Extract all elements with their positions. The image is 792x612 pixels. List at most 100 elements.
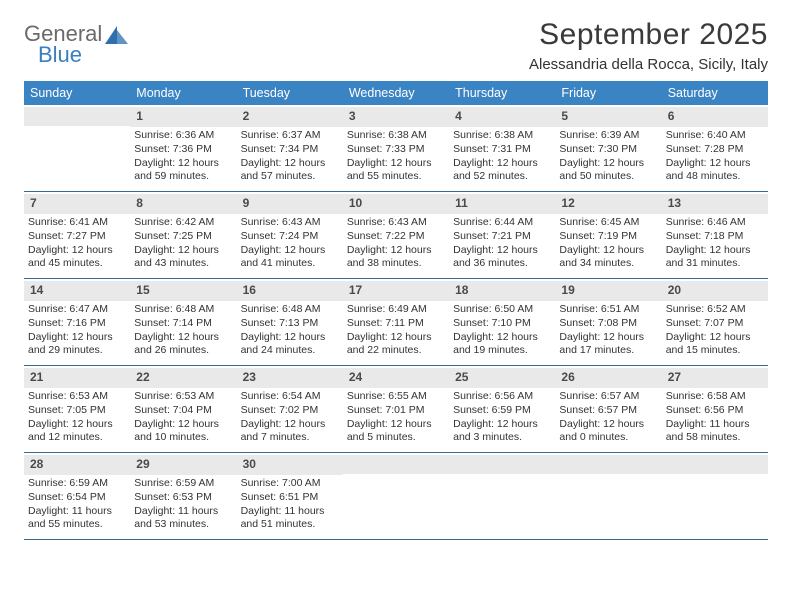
day-number (24, 107, 130, 126)
day-number: 6 (662, 107, 768, 127)
day-cell: 2Sunrise: 6:37 AMSunset: 7:34 PMDaylight… (237, 105, 343, 191)
day-number: 11 (449, 194, 555, 214)
day-info: Sunrise: 6:52 AMSunset: 7:07 PMDaylight:… (666, 303, 764, 358)
day-info-line: Sunrise: 6:52 AM (666, 303, 764, 317)
day-info-line: Daylight: 11 hours and 53 minutes. (134, 505, 232, 533)
day-info: Sunrise: 6:50 AMSunset: 7:10 PMDaylight:… (453, 303, 551, 358)
day-info-line: Sunset: 7:34 PM (241, 143, 339, 157)
day-cell: 17Sunrise: 6:49 AMSunset: 7:11 PMDayligh… (343, 279, 449, 365)
day-info-line: Sunset: 7:07 PM (666, 317, 764, 331)
day-info-line: Sunrise: 6:50 AM (453, 303, 551, 317)
day-cell (662, 453, 768, 539)
day-info: Sunrise: 6:56 AMSunset: 6:59 PMDaylight:… (453, 390, 551, 445)
day-info-line: Daylight: 12 hours and 41 minutes. (241, 244, 339, 272)
day-info: Sunrise: 6:36 AMSunset: 7:36 PMDaylight:… (134, 129, 232, 184)
week-row: 14Sunrise: 6:47 AMSunset: 7:16 PMDayligh… (24, 279, 768, 366)
week-row: 7Sunrise: 6:41 AMSunset: 7:27 PMDaylight… (24, 192, 768, 279)
day-cell: 24Sunrise: 6:55 AMSunset: 7:01 PMDayligh… (343, 366, 449, 452)
day-cell: 14Sunrise: 6:47 AMSunset: 7:16 PMDayligh… (24, 279, 130, 365)
day-info-line: Sunset: 7:30 PM (559, 143, 657, 157)
day-info-line: Sunrise: 6:40 AM (666, 129, 764, 143)
day-cell: 13Sunrise: 6:46 AMSunset: 7:18 PMDayligh… (662, 192, 768, 278)
day-info: Sunrise: 7:00 AMSunset: 6:51 PMDaylight:… (241, 477, 339, 532)
day-cell: 9Sunrise: 6:43 AMSunset: 7:24 PMDaylight… (237, 192, 343, 278)
day-info: Sunrise: 6:41 AMSunset: 7:27 PMDaylight:… (28, 216, 126, 271)
day-info: Sunrise: 6:37 AMSunset: 7:34 PMDaylight:… (241, 129, 339, 184)
day-info-line: Sunrise: 6:59 AM (134, 477, 232, 491)
day-info-line: Sunrise: 6:56 AM (453, 390, 551, 404)
week-row: 28Sunrise: 6:59 AMSunset: 6:54 PMDayligh… (24, 453, 768, 540)
day-cell (343, 453, 449, 539)
day-cell: 16Sunrise: 6:48 AMSunset: 7:13 PMDayligh… (237, 279, 343, 365)
day-cell: 22Sunrise: 6:53 AMSunset: 7:04 PMDayligh… (130, 366, 236, 452)
day-info-line: Sunrise: 6:57 AM (559, 390, 657, 404)
day-info: Sunrise: 6:42 AMSunset: 7:25 PMDaylight:… (134, 216, 232, 271)
dow-thursday: Thursday (449, 81, 555, 105)
day-info-line: Daylight: 12 hours and 38 minutes. (347, 244, 445, 272)
day-cell: 30Sunrise: 7:00 AMSunset: 6:51 PMDayligh… (237, 453, 343, 539)
day-cell (449, 453, 555, 539)
day-info: Sunrise: 6:45 AMSunset: 7:19 PMDaylight:… (559, 216, 657, 271)
day-number: 24 (343, 368, 449, 388)
day-cell: 4Sunrise: 6:38 AMSunset: 7:31 PMDaylight… (449, 105, 555, 191)
day-info-line: Daylight: 12 hours and 43 minutes. (134, 244, 232, 272)
day-info-line: Sunset: 7:36 PM (134, 143, 232, 157)
day-info-line: Sunrise: 6:46 AM (666, 216, 764, 230)
day-number: 3 (343, 107, 449, 127)
brand-mark-icon (104, 24, 130, 51)
dow-friday: Friday (555, 81, 661, 105)
day-number: 10 (343, 194, 449, 214)
day-number: 13 (662, 194, 768, 214)
header: General Blue September 2025 Alessandria … (24, 18, 768, 73)
day-info-line: Sunset: 7:22 PM (347, 230, 445, 244)
dow-saturday: Saturday (662, 81, 768, 105)
day-number: 8 (130, 194, 236, 214)
day-info-line: Sunrise: 6:53 AM (28, 390, 126, 404)
day-info-line: Daylight: 12 hours and 50 minutes. (559, 157, 657, 185)
day-info-line: Sunrise: 6:45 AM (559, 216, 657, 230)
day-cell: 12Sunrise: 6:45 AMSunset: 7:19 PMDayligh… (555, 192, 661, 278)
day-number: 5 (555, 107, 661, 127)
day-cell: 15Sunrise: 6:48 AMSunset: 7:14 PMDayligh… (130, 279, 236, 365)
day-info-line: Sunset: 7:10 PM (453, 317, 551, 331)
day-number (343, 455, 449, 474)
day-info: Sunrise: 6:53 AMSunset: 7:04 PMDaylight:… (134, 390, 232, 445)
day-info-line: Sunset: 7:02 PM (241, 404, 339, 418)
day-number: 19 (555, 281, 661, 301)
day-number: 30 (237, 455, 343, 475)
day-info-line: Daylight: 11 hours and 51 minutes. (241, 505, 339, 533)
day-cell: 19Sunrise: 6:51 AMSunset: 7:08 PMDayligh… (555, 279, 661, 365)
day-cell: 25Sunrise: 6:56 AMSunset: 6:59 PMDayligh… (449, 366, 555, 452)
calendar: Sunday Monday Tuesday Wednesday Thursday… (24, 81, 768, 540)
day-info-line: Sunset: 6:56 PM (666, 404, 764, 418)
day-info: Sunrise: 6:38 AMSunset: 7:33 PMDaylight:… (347, 129, 445, 184)
brand-name-2: Blue (38, 45, 102, 66)
title-block: September 2025 Alessandria della Rocca, … (529, 18, 768, 73)
day-cell: 29Sunrise: 6:59 AMSunset: 6:53 PMDayligh… (130, 453, 236, 539)
day-info-line: Sunset: 7:16 PM (28, 317, 126, 331)
day-info-line: Sunrise: 6:54 AM (241, 390, 339, 404)
day-number: 17 (343, 281, 449, 301)
day-info-line: Sunrise: 6:51 AM (559, 303, 657, 317)
day-info: Sunrise: 6:59 AMSunset: 6:53 PMDaylight:… (134, 477, 232, 532)
day-number: 14 (24, 281, 130, 301)
dow-wednesday: Wednesday (343, 81, 449, 105)
day-number: 16 (237, 281, 343, 301)
day-info-line: Daylight: 12 hours and 36 minutes. (453, 244, 551, 272)
day-info-line: Daylight: 12 hours and 34 minutes. (559, 244, 657, 272)
day-number: 22 (130, 368, 236, 388)
day-info-line: Sunrise: 6:48 AM (134, 303, 232, 317)
day-info: Sunrise: 6:46 AMSunset: 7:18 PMDaylight:… (666, 216, 764, 271)
day-info-line: Daylight: 12 hours and 17 minutes. (559, 331, 657, 359)
day-info-line: Daylight: 12 hours and 0 minutes. (559, 418, 657, 446)
day-info-line: Sunset: 7:27 PM (28, 230, 126, 244)
day-info-line: Sunrise: 6:39 AM (559, 129, 657, 143)
weeks-container: 1Sunrise: 6:36 AMSunset: 7:36 PMDaylight… (24, 105, 768, 540)
day-info: Sunrise: 6:59 AMSunset: 6:54 PMDaylight:… (28, 477, 126, 532)
day-info-line: Sunrise: 6:53 AM (134, 390, 232, 404)
day-number (555, 455, 661, 474)
day-info-line: Sunset: 7:13 PM (241, 317, 339, 331)
day-info: Sunrise: 6:54 AMSunset: 7:02 PMDaylight:… (241, 390, 339, 445)
day-info-line: Sunset: 7:24 PM (241, 230, 339, 244)
day-info: Sunrise: 6:43 AMSunset: 7:22 PMDaylight:… (347, 216, 445, 271)
